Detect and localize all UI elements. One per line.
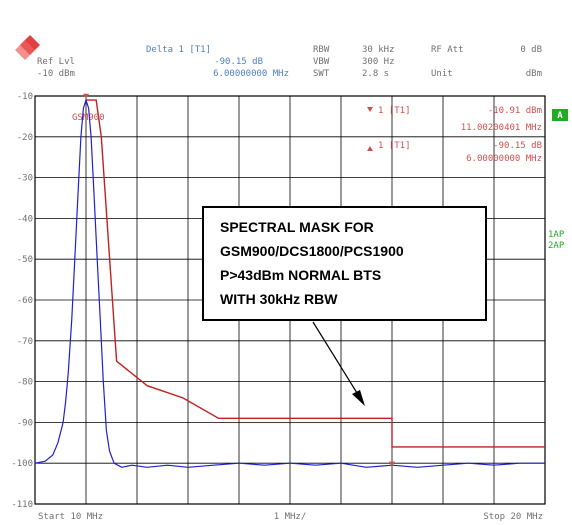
spectrum-trace [34, 98, 545, 468]
annotation-line-1: SPECTRAL MASK FOR [220, 219, 374, 235]
annotation-line-3: P>43dBm NORMAL BTS [220, 267, 381, 283]
y-tick-label: -90 [17, 418, 33, 428]
marker-1-point [83, 93, 90, 99]
unit-label: Unit [431, 69, 453, 79]
marker-readouts: 1 [T1] -10.91 dBm 11.00200401 MHz 1 [T1]… [367, 106, 542, 164]
marker-symbols [83, 93, 395, 467]
annotation-arrowhead-icon [352, 390, 365, 406]
unit-value: dBm [526, 69, 542, 79]
annotation-line-4: WITH 30kHz RBW [220, 291, 338, 307]
annotation-line-2: GSM900/DCS1800/PCS1900 [220, 243, 404, 259]
y-tick-label: -40 [17, 214, 33, 224]
rf-att-label: RF Att [431, 45, 464, 55]
y-tick-label: -80 [17, 378, 33, 388]
rbw-value: 30 kHz [362, 45, 395, 55]
delta-1-triangle-icon [367, 146, 373, 151]
y-tick-label: -50 [17, 255, 33, 265]
delta-marker-level: -90.15 dB [214, 57, 263, 67]
marker-1-level: -10.91 dBm [488, 106, 542, 116]
annotation-arrow-line [312, 321, 363, 402]
limit-line-label: GSM900 [72, 113, 105, 123]
y-tick-label: -110 [11, 500, 33, 510]
y-tick-label: -100 [11, 459, 33, 469]
stop-frequency-label: Stop 20 MHz [483, 512, 543, 522]
y-tick-label: -30 [17, 174, 33, 184]
trace-2ap-label: 2AP [548, 241, 565, 251]
y-tick-label: -70 [17, 337, 33, 347]
y-tick-label: -10 [17, 92, 33, 102]
frequency-per-division-label: 1 MHz/ [274, 512, 307, 522]
marker-1-label: 1 [T1] [378, 106, 411, 116]
y-tick-labels: -10 -20 -30 -40 -50 -60 -70 -80 -90 -100 -110 [11, 92, 33, 510]
delta-1-level: -90.15 dB [493, 141, 542, 151]
rf-att-value: 0 dB [520, 45, 542, 55]
delta-marker-label: Delta 1 [T1] [146, 45, 211, 55]
annotation-callout: SPECTRAL MASK FOR GSM900/DCS1800/PCS1900… [202, 206, 487, 406]
ref-lvl-label: Ref Lvl [37, 57, 75, 67]
annotation-box [202, 206, 487, 321]
swt-value: 2.8 s [362, 69, 389, 79]
start-frequency-label: Start 10 MHz [38, 512, 103, 522]
delta-1-frequency: 6.00000000 MHz [466, 154, 542, 164]
vbw-label: VBW [313, 57, 330, 67]
y-tick-label: -20 [17, 133, 33, 143]
ref-lvl-value: -10 dBm [37, 69, 75, 79]
trace-a-label: A [557, 111, 563, 121]
swt-label: SWT [313, 69, 330, 79]
y-tick-label: -60 [17, 296, 33, 306]
delta-1-label: 1 [T1] [378, 141, 411, 151]
vbw-value: 300 Hz [362, 57, 395, 67]
rohde-schwarz-logo-icon [15, 35, 40, 60]
rbw-label: RBW [313, 45, 330, 55]
delta-1-point [389, 461, 395, 467]
trace-a-indicator [552, 109, 568, 121]
delta-marker-frequency: 6.00000000 MHz [213, 69, 289, 79]
trace-1ap-label: 1AP [548, 230, 565, 240]
marker-1-triangle-icon [367, 107, 373, 112]
limit-line-gsm900 [86, 99, 545, 448]
plot-frame [34, 95, 546, 505]
marker-1-frequency: 11.00200401 MHz [461, 123, 542, 133]
